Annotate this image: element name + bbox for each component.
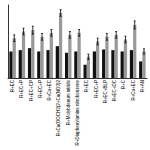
svg-text:R+EC+P: R+EC+P (94, 80, 99, 98)
svg-text:R+EC+DC: R+EC+DC (112, 79, 117, 101)
svg-text:R+EC+CP: R+EC+CP (29, 80, 34, 101)
svg-text:R+EC: R+EC (84, 79, 89, 92)
svg-text:R+EC+BLP: R+EC+BLP (103, 80, 108, 103)
svg-text:R+Cu(OOCH3)2+Cu(NO3)2: R+Cu(OOCH3)2+Cu(NO3)2 (56, 80, 61, 137)
svg-text:R+Cu+EC: R+Cu+EC (47, 79, 52, 100)
svg-text:R+EC: R+EC (10, 79, 15, 92)
svg-text:R+C: R+C (121, 79, 126, 89)
svg-text:R+Diaphenylamine nitrobenzene: R+Diaphenylamine nitrobenzene (75, 80, 80, 146)
svg-text:R+Cu+EC: R+Cu+EC (131, 79, 136, 100)
svg-text:R+AN: R+AN (140, 80, 145, 92)
svg-text:R+EC+P: R+EC+P (38, 80, 43, 98)
svg-text:R+EC+P: R+EC+P (19, 80, 24, 98)
svg-text:R+Molybdenum nitride: R+Molybdenum nitride (66, 80, 71, 126)
